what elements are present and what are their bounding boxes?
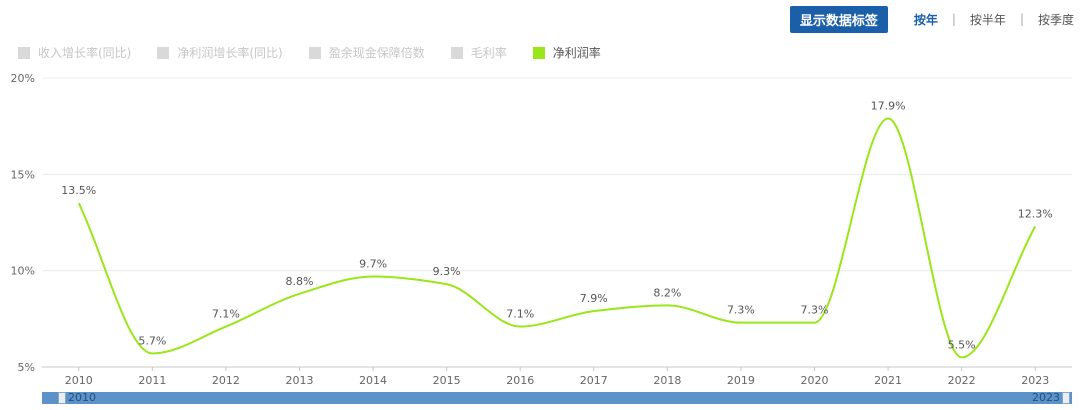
data-label: 17.9% [871,99,906,112]
legend-swatch-icon [450,46,463,59]
x-tick-label: 2011 [138,374,166,387]
show-data-labels-button[interactable]: 显示数据标签 [789,5,888,33]
data-label: 7.1% [506,308,534,321]
legend-label: 盈余现金保障倍数 [328,46,425,60]
period-yearly-tab[interactable]: 按年 [913,12,938,27]
x-tick-label: 2014 [359,374,387,387]
data-label: 5.7% [138,335,166,348]
legend-swatch-icon [308,46,321,59]
x-tick-label: 2020 [801,374,829,387]
legend-item-net-margin[interactable]: 净利润率 [532,44,601,61]
legend-item-gross-margin[interactable]: 毛利率 [450,44,507,61]
legend-item-net-profit-growth[interactable]: 净利润增长率(同比) [157,44,283,61]
legend-item-cash-coverage[interactable]: 盈余现金保障倍数 [308,44,425,61]
data-label: 13.5% [61,184,96,197]
legend-swatch-icon [18,46,30,59]
slider-start-label: 2010 [68,391,96,404]
x-tick-label: 2015 [433,374,461,387]
period-half-year-tab[interactable]: 按半年 [969,12,1006,27]
legend-label: 净利润增长率(同比) [177,46,283,60]
data-label: 9.7% [359,257,387,270]
data-label: 5.5% [948,338,976,351]
x-tick-label: 2019 [727,374,755,387]
legend-label: 净利润率 [552,46,601,60]
data-label: 9.3% [433,265,461,278]
y-tick-label: 5% [18,361,35,374]
x-tick-label: 2017 [580,374,608,387]
x-tick-label: 2021 [874,374,902,387]
data-label: 7.3% [801,304,829,317]
x-tick-label: 2012 [212,374,240,387]
separator: | [1019,12,1024,26]
slider-handle-left[interactable] [58,392,66,404]
data-label: 7.3% [727,304,755,317]
x-tick-label: 2023 [1021,374,1049,387]
toolbar: 显示数据标签 按年 | 按半年 | 按季度 [789,5,1074,33]
legend: 收入增长率(同比) 净利润增长率(同比) 盈余现金保障倍数 毛利率 净利润率 [18,44,627,61]
legend-label: 收入增长率(同比) [38,46,132,60]
data-label: 12.3% [1018,207,1053,220]
x-tick-label: 2016 [506,374,534,387]
range-slider[interactable]: 2010 2023 [42,391,1072,404]
period-quarterly-tab[interactable]: 按季度 [1037,12,1074,27]
legend-swatch-icon [157,46,170,59]
x-tick-label: 2013 [286,374,314,387]
separator: | [951,12,956,26]
x-tick-label: 2010 [65,374,93,387]
data-label: 8.8% [286,275,314,288]
legend-item-revenue-growth[interactable]: 收入增长率(同比) [18,44,131,61]
x-tick-label: 2018 [653,374,681,387]
legend-swatch-icon [532,46,545,59]
series-line [77,117,1037,359]
y-tick-label: 20% [11,72,35,85]
y-tick-label: 10% [11,265,35,278]
data-label: 7.1% [212,308,240,321]
data-label: 7.9% [580,292,608,305]
slider-end-label: 2023 [1032,391,1060,404]
slider-handle-right[interactable] [1062,392,1070,404]
x-tick-label: 2022 [948,374,976,387]
y-tick-label: 15% [11,168,35,181]
net-margin-line-chart: 5% 10% 15% 20% 2010 2011 2012 2013 2014 2015 2016 2… [11,72,1072,387]
legend-label: 毛利率 [470,46,507,60]
data-label: 8.2% [653,286,681,299]
